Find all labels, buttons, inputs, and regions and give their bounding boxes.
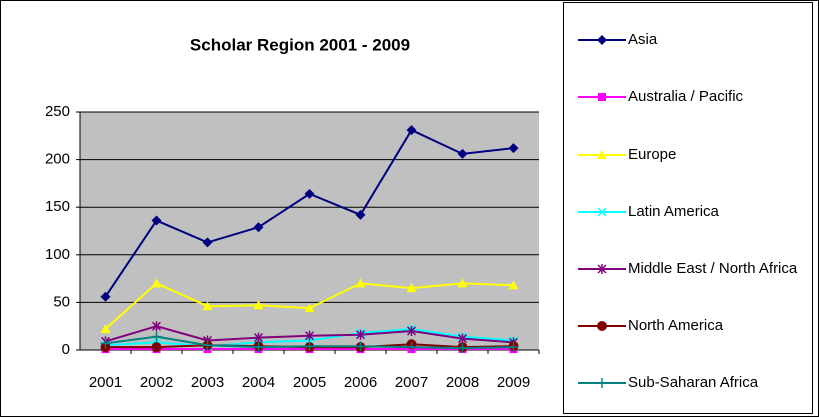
legend-label: Asia [628,31,658,48]
legend-swatch [578,93,626,101]
legend-entry: North America [576,317,808,335]
marker [457,333,468,344]
marker [304,303,315,313]
legend-swatch [578,35,626,45]
marker [597,207,607,217]
marker [253,342,264,353]
marker [304,341,315,352]
marker [355,341,366,352]
marker [597,35,607,45]
legend-swatch [578,321,626,331]
marker [355,329,366,340]
marker [406,342,417,353]
marker [253,332,264,343]
y-tick-label: 200 [45,151,70,168]
marker [457,343,468,354]
legend-entry: Asia [576,31,808,49]
x-tick-label: 2004 [242,374,275,391]
legend-swatch [578,264,626,274]
legend-label: Latin America [628,203,719,220]
x-tick-label: 2007 [395,374,428,391]
x-tick-label: 2001 [89,374,122,391]
marker [406,325,417,336]
marker [304,330,315,341]
marker [100,324,111,334]
x-tick-label: 2009 [497,374,530,391]
chart-title: Scholar Region 2001 - 2009 [190,35,410,54]
marker [202,301,213,311]
legend-swatch [578,207,626,217]
y-tick-label: 50 [53,293,70,310]
y-tick-label: 250 [45,103,70,120]
marker [151,321,162,332]
marker [304,188,315,199]
y-tick-label: 100 [45,246,70,263]
marker [151,342,162,353]
marker [202,340,213,351]
marker [457,148,468,159]
x-tick-label: 2006 [344,374,377,391]
marker [151,278,162,288]
x-tick-label: 2002 [140,374,173,391]
marker [597,150,607,159]
marker [597,378,607,388]
legend-entry: Europe [576,146,808,164]
legend-entry: Australia / Pacific [576,88,808,106]
marker [406,125,417,136]
marker [597,264,607,274]
legend-entry: Middle East / North Africa [576,260,808,278]
legend: Asia Australia / Pacific Europe Latin Ameri… [563,2,813,414]
legend-swatch [578,150,626,159]
y-tick-label: 150 [45,198,70,215]
legend-label: Sub-Saharan Africa [628,374,759,391]
marker [100,338,111,349]
legend-label: Middle East / North Africa [628,260,798,277]
legend-swatch [578,378,626,388]
x-tick-label: 2003 [191,374,224,391]
marker [202,237,213,248]
legend-label: North America [628,317,724,334]
x-tick-label: 2008 [446,374,479,391]
legend-label: Australia / Pacific [628,88,744,105]
marker [508,342,519,353]
marker [253,300,264,310]
marker [508,280,519,290]
y-tick-label: 0 [62,341,70,358]
marker [253,222,264,233]
legend-entry: Latin America [576,203,808,221]
marker [355,209,366,220]
marker [151,215,162,226]
legend-label: Europe [628,146,677,163]
marker [598,93,606,101]
x-tick-label: 2005 [293,374,326,391]
marker [406,283,417,293]
marker [151,331,162,342]
marker [355,278,366,288]
marker [597,321,607,331]
legend-entry: Sub-Saharan Africa [576,374,808,392]
marker [508,143,519,154]
marker [457,278,468,288]
marker [100,291,111,302]
